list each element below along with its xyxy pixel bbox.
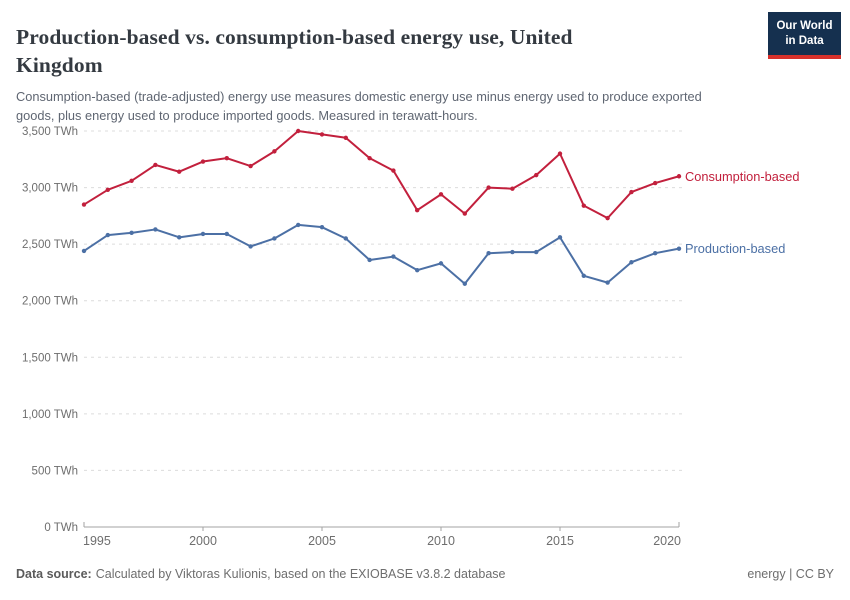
chart-title: Production-based vs. consumption-based e…: [16, 25, 573, 78]
data-point-production-based[interactable]: [248, 244, 253, 249]
data-point-production-based[interactable]: [296, 222, 301, 228]
y-tick-label: 500 TWh: [32, 465, 78, 477]
data-point-consumption-based[interactable]: [153, 162, 158, 168]
data-point-consumption-based[interactable]: [296, 128, 301, 134]
y-tick-label: 1,500 TWh: [22, 352, 78, 364]
data-point-production-based[interactable]: [177, 235, 182, 240]
x-tick-label: 1995: [83, 534, 111, 548]
data-point-consumption-based[interactable]: [177, 169, 182, 174]
data-point-production-based[interactable]: [129, 230, 134, 236]
data-source: Data source: Calculated by Viktoras Kulio…: [16, 567, 505, 581]
data-point-production-based[interactable]: [367, 257, 372, 263]
data-point-production-based[interactable]: [319, 224, 325, 230]
data-point-consumption-based[interactable]: [272, 149, 277, 154]
license-link[interactable]: energy | CC BY: [747, 567, 834, 581]
data-point-production-based[interactable]: [676, 246, 682, 251]
data-point-consumption-based[interactable]: [557, 151, 563, 156]
data-point-consumption-based[interactable]: [343, 135, 348, 140]
data-point-production-based[interactable]: [605, 280, 610, 285]
x-tick-label: 2015: [546, 534, 574, 548]
y-tick-label: 2,000 TWh: [22, 296, 78, 308]
data-point-production-based[interactable]: [105, 232, 111, 238]
y-tick-label: 3,000 TWh: [22, 183, 78, 195]
data-point-consumption-based[interactable]: [391, 168, 396, 173]
chart-subtitle: Consumption-based (trade-adjusted) energ…: [16, 88, 702, 123]
data-point-consumption-based[interactable]: [81, 202, 87, 207]
chart-svg[interactable]: 0 TWh 500 TWh 1,000 TWh 1,500 TWh 2,000 TWh 2…: [0, 112, 850, 557]
data-point-production-based[interactable]: [581, 273, 586, 279]
data-point-consumption-based[interactable]: [534, 172, 539, 178]
owid-logo-line2: in Data: [785, 34, 824, 47]
data-point-consumption-based[interactable]: [415, 208, 420, 213]
data-point-consumption-based[interactable]: [629, 189, 634, 195]
data-point-production-based[interactable]: [224, 231, 229, 237]
series-line-production-based[interactable]: [83, 223, 680, 285]
data-point-consumption-based[interactable]: [129, 178, 134, 183]
data-point-production-based[interactable]: [653, 250, 658, 256]
data-point-production-based[interactable]: [391, 254, 396, 259]
data-point-production-based[interactable]: [438, 261, 444, 266]
x-tick-label: 2005: [308, 534, 336, 548]
x-tick-label: 2020: [653, 534, 681, 548]
data-point-production-based[interactable]: [415, 267, 420, 273]
series-label-consumption-based[interactable]: Consumption-based: [685, 169, 800, 184]
data-point-consumption-based[interactable]: [105, 187, 111, 193]
data-source-label: Data source:: [16, 567, 92, 581]
data-point-consumption-based[interactable]: [224, 155, 229, 161]
data-point-consumption-based[interactable]: [581, 203, 586, 208]
x-tick-label: 2010: [427, 534, 455, 548]
owid-logo-line1: Our World: [776, 20, 833, 32]
data-source-text: Calculated by Viktoras Kulionis, based o…: [95, 567, 506, 581]
data-point-consumption-based[interactable]: [486, 185, 491, 190]
data-point-production-based[interactable]: [486, 250, 491, 256]
y-tick-label: 1,000 TWh: [22, 409, 78, 421]
x-tick-label: 2000: [189, 534, 217, 548]
series-label-production-based[interactable]: Production-based: [685, 241, 785, 256]
y-tick-label: 3,500 TWh: [22, 126, 78, 138]
data-point-consumption-based[interactable]: [200, 159, 206, 164]
data-point-production-based[interactable]: [557, 235, 563, 240]
data-point-consumption-based[interactable]: [605, 215, 610, 221]
data-point-production-based[interactable]: [81, 248, 87, 254]
data-point-consumption-based[interactable]: [367, 155, 372, 161]
y-tick-label: 2,500 TWh: [22, 239, 78, 251]
data-point-production-based[interactable]: [343, 236, 348, 241]
data-point-consumption-based[interactable]: [248, 163, 253, 169]
owid-logo[interactable]: Our World in Data: [768, 12, 841, 59]
data-point-production-based[interactable]: [510, 249, 515, 255]
data-point-consumption-based[interactable]: [438, 192, 444, 197]
data-point-production-based[interactable]: [462, 281, 467, 286]
data-point-production-based[interactable]: [200, 231, 206, 237]
data-point-production-based[interactable]: [629, 260, 634, 265]
data-point-consumption-based[interactable]: [319, 132, 325, 137]
data-point-production-based[interactable]: [153, 227, 158, 232]
data-point-production-based[interactable]: [534, 249, 539, 255]
data-point-consumption-based[interactable]: [462, 211, 467, 216]
data-point-production-based[interactable]: [272, 236, 277, 241]
y-tick-label: 0 TWh: [44, 522, 78, 534]
data-point-consumption-based[interactable]: [653, 180, 658, 186]
chart-footer: Data source: Calculated by Viktoras Kulio…: [16, 567, 834, 581]
data-point-consumption-based[interactable]: [510, 186, 515, 191]
data-point-consumption-based[interactable]: [676, 174, 682, 179]
series-line-consumption-based[interactable]: [83, 130, 680, 220]
line-chart[interactable]: 0 TWh 500 TWh 1,000 TWh 1,500 TWh 2,000 TWh 2…: [0, 112, 850, 557]
